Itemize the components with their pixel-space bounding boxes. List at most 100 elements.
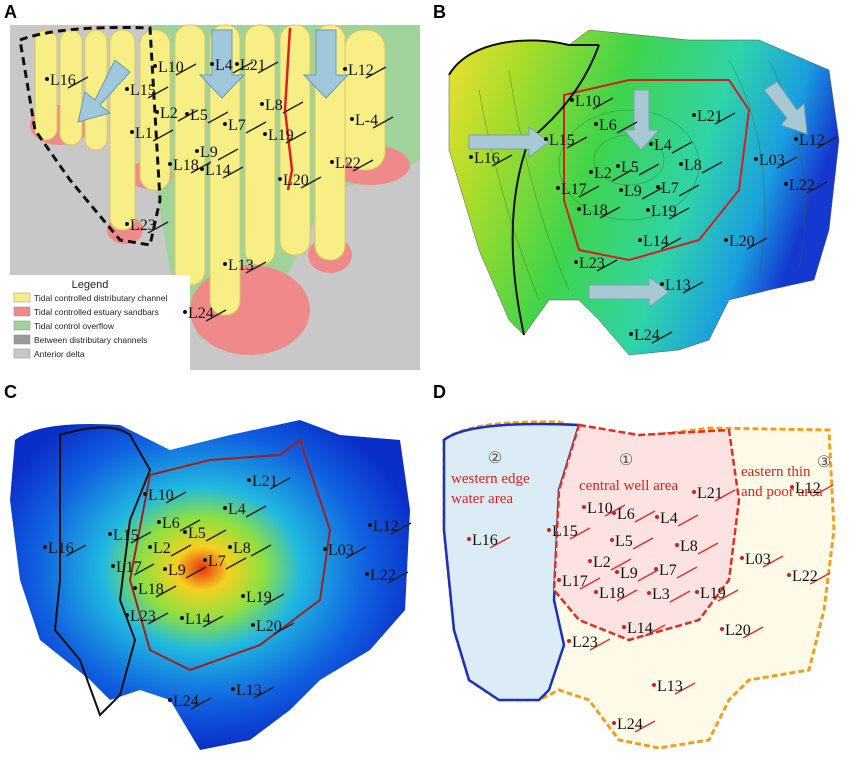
well-label: L22 xyxy=(370,567,396,584)
well-dot xyxy=(133,586,137,590)
well-dot xyxy=(125,87,129,91)
well-label: L14 xyxy=(185,611,211,628)
well-label: L19 xyxy=(651,203,677,220)
well-dot xyxy=(125,613,129,617)
well-label: L8 xyxy=(680,538,698,555)
well-trace xyxy=(273,622,295,635)
well-label: L3 xyxy=(652,586,670,603)
well-dot xyxy=(163,567,167,571)
well-trace xyxy=(668,207,690,220)
well-dot xyxy=(567,639,571,643)
well-trace xyxy=(365,66,387,79)
zone-label: eastern thin xyxy=(741,464,811,480)
well-trace xyxy=(250,544,272,557)
well-label: L22 xyxy=(792,568,818,585)
well-dot xyxy=(223,262,227,266)
well-dot xyxy=(784,182,788,186)
well-label: L24 xyxy=(173,693,199,710)
well-dot xyxy=(241,594,245,598)
well-dot xyxy=(616,164,620,168)
well-label: L24 xyxy=(188,305,214,322)
well-dot xyxy=(570,98,574,102)
well-trace xyxy=(644,624,666,637)
well-dot xyxy=(610,538,614,542)
well-trace xyxy=(387,571,409,584)
well-trace xyxy=(263,593,285,606)
well-trace xyxy=(714,112,736,125)
legend: Tidal controlled distributary channel Tid… xyxy=(13,292,168,359)
well-trace xyxy=(225,557,247,570)
well-trace xyxy=(637,569,659,582)
legend-swatch xyxy=(13,306,31,317)
well-label: L17 xyxy=(562,573,588,590)
well-dot xyxy=(469,155,473,159)
well-label: L1 xyxy=(135,125,153,142)
well-dot xyxy=(467,537,471,541)
panel-a: Legend Tidal controlled distributary cha… xyxy=(4,2,420,370)
well-dot xyxy=(582,505,586,509)
well-trace xyxy=(589,638,611,651)
well-label: L23 xyxy=(130,608,156,625)
panel-c: C L21 L10 L4 L15 L6 L5 L2 L8 L16 L12 L03 L17 L9 L7 L22… xyxy=(4,382,412,750)
well-dot xyxy=(638,238,642,242)
well-label: L20 xyxy=(256,618,282,635)
well-dot xyxy=(200,167,204,171)
well-dot xyxy=(143,492,147,496)
well-label: L2 xyxy=(153,540,171,557)
well-label: L2 xyxy=(594,165,612,182)
well-label: L19 xyxy=(268,127,294,144)
well-label: L14 xyxy=(627,620,653,637)
legend-label: Tidal controlled distributary channel xyxy=(34,293,168,303)
well-label: L4 xyxy=(228,501,246,518)
well-label: L7 xyxy=(659,562,677,579)
well-label: L15 xyxy=(113,527,139,544)
well-trace xyxy=(282,101,304,114)
well-label: L4 xyxy=(215,57,233,74)
well-trace xyxy=(746,237,768,250)
well-trace xyxy=(634,510,656,523)
well-dot xyxy=(615,570,619,574)
well-label: L2 xyxy=(160,105,178,122)
legend-label: Anterior delta xyxy=(34,349,85,359)
panel-label: D xyxy=(433,382,446,402)
well-trace xyxy=(697,542,719,555)
well-dot xyxy=(365,572,369,576)
well-dot xyxy=(247,478,251,482)
zone-label: water area xyxy=(451,491,513,507)
well-label: L4 xyxy=(660,510,678,527)
well-trace xyxy=(179,519,201,532)
well-trace xyxy=(300,176,322,189)
well-dot xyxy=(263,132,267,136)
legend-swatch xyxy=(13,334,31,345)
well-trace xyxy=(207,111,229,124)
well-label: L9 xyxy=(624,183,642,200)
well-label: L24 xyxy=(634,327,660,344)
well-dot xyxy=(368,523,372,527)
well-trace xyxy=(253,686,275,699)
well-label: L9 xyxy=(200,144,218,161)
well-label: L10 xyxy=(575,93,601,110)
boundary xyxy=(18,26,162,247)
well-label: L14 xyxy=(205,162,231,179)
well-label: L13 xyxy=(665,277,691,294)
well-dot xyxy=(168,698,172,702)
well-label: L23 xyxy=(572,634,598,651)
zone-label: western edge xyxy=(451,471,530,487)
legend-swatch xyxy=(13,348,31,359)
well-dot xyxy=(343,67,347,71)
legend-swatch xyxy=(13,292,31,303)
well-dot xyxy=(646,208,650,212)
well-label: L9 xyxy=(620,565,638,582)
well-trace xyxy=(610,558,632,571)
well-trace xyxy=(222,166,244,179)
well-trace xyxy=(566,136,588,149)
well-trace xyxy=(641,187,663,200)
well-dot xyxy=(629,332,633,336)
well-label: L13 xyxy=(657,678,683,695)
well-dot xyxy=(649,142,653,146)
well-dot xyxy=(656,185,660,189)
well-dot xyxy=(180,616,184,620)
well-label: L21 xyxy=(240,57,266,74)
boundary xyxy=(53,426,152,717)
well-dot xyxy=(111,564,115,568)
